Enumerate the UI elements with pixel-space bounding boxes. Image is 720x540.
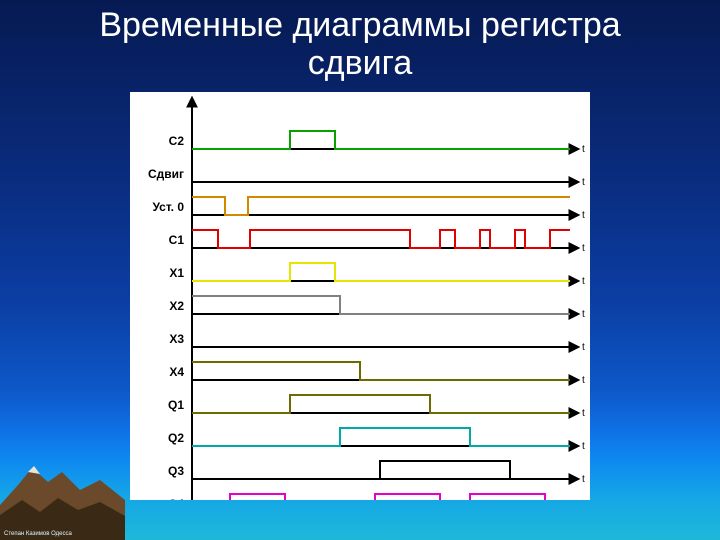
svg-text:X1: X1	[169, 266, 184, 280]
svg-text:t: t	[582, 375, 585, 386]
svg-text:Q1: Q1	[168, 398, 184, 412]
svg-text:t: t	[582, 441, 585, 452]
svg-text:Сдвиг: Сдвиг	[148, 167, 184, 181]
svg-text:Уст. 0: Уст. 0	[152, 200, 184, 214]
svg-text:t: t	[582, 243, 585, 254]
svg-text:Q3: Q3	[168, 464, 184, 478]
svg-text:t: t	[582, 177, 585, 188]
svg-text:Q4: Q4	[168, 497, 184, 500]
svg-text:X3: X3	[169, 332, 184, 346]
svg-text:t: t	[582, 474, 585, 485]
svg-text:C2: C2	[169, 134, 185, 148]
credit-text: Степан Казимов Одесса	[4, 531, 72, 537]
title-line-2: сдвига	[308, 44, 412, 82]
svg-text:t: t	[582, 144, 585, 155]
svg-text:Q2: Q2	[168, 431, 184, 445]
svg-text:t: t	[582, 276, 585, 287]
slide: Временные диаграммы регистра сдвига tC2t…	[0, 0, 720, 540]
svg-text:X4: X4	[169, 365, 184, 379]
svg-text:t: t	[582, 342, 585, 353]
terrain-decoration	[0, 450, 125, 540]
timing-diagram-chart: t C2 t Сдвиг t Уст. 0 t C1 t X1 t X2 t X3 t X4 t Q1 t Q2 t Q3…	[130, 92, 590, 500]
svg-text:t: t	[582, 210, 585, 221]
timing-diagram-svg: t C2 t Сдвиг t Уст. 0 t C1 t X1 t X2 t X3 t X4 t Q1 t Q2 t Q3…	[130, 92, 590, 500]
svg-text:X2: X2	[169, 299, 184, 313]
slide-title: Временные диаграммы регистра сдвига	[0, 6, 720, 82]
title-line-1: Временные диаграммы регистра	[99, 6, 620, 44]
svg-text:t: t	[582, 408, 585, 419]
svg-text:t: t	[582, 309, 585, 320]
svg-text:C1: C1	[169, 233, 185, 247]
